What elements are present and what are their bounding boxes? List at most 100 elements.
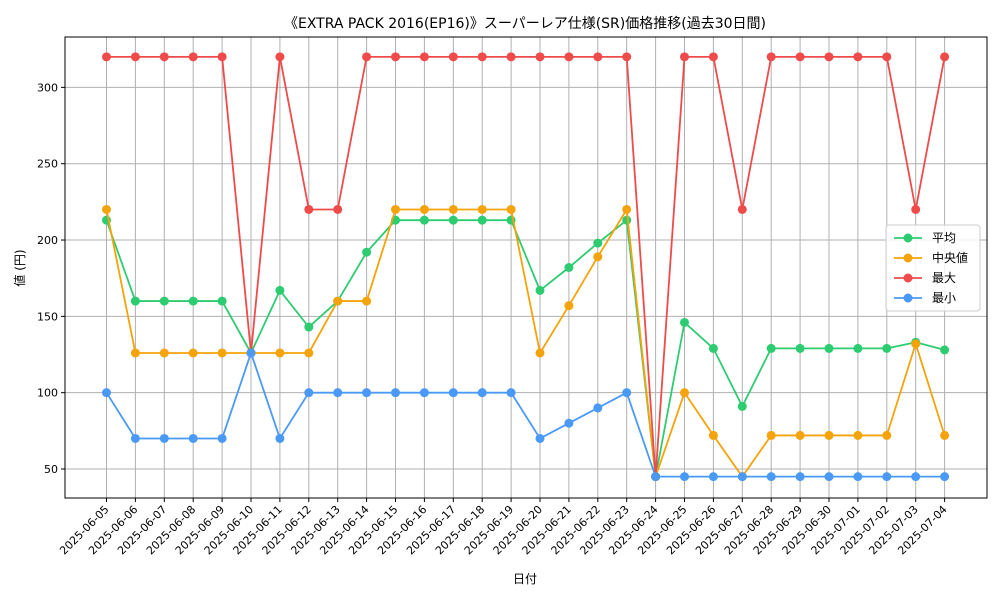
series-3 xyxy=(102,348,950,482)
data-point xyxy=(622,52,632,62)
data-point xyxy=(362,388,372,398)
data-point xyxy=(159,348,169,358)
plot-frame xyxy=(64,36,988,499)
data-point xyxy=(159,433,169,443)
data-point xyxy=(362,247,372,257)
data-point xyxy=(275,348,285,358)
data-point xyxy=(130,52,140,62)
data-point xyxy=(275,433,285,443)
legend-item: 平均 xyxy=(894,231,956,245)
y-tick-label: 250 xyxy=(37,158,58,171)
data-point xyxy=(419,215,429,225)
legend-label: 最大 xyxy=(932,271,956,285)
data-point xyxy=(882,430,892,440)
data-point xyxy=(853,343,863,353)
data-point xyxy=(448,52,458,62)
data-point xyxy=(535,348,545,358)
series-layer xyxy=(102,52,950,482)
data-point xyxy=(419,388,429,398)
data-point xyxy=(130,433,140,443)
data-point xyxy=(766,472,776,482)
data-point xyxy=(391,388,400,398)
data-point xyxy=(824,430,834,440)
data-point xyxy=(564,301,574,311)
data-point xyxy=(362,296,372,306)
data-point xyxy=(217,296,227,306)
data-point xyxy=(737,401,747,411)
x-axis-ticks: 2025-06-052025-06-062025-06-072025-06-08… xyxy=(57,498,950,557)
data-point xyxy=(448,215,458,225)
y-axis-ticks: 50 100 150 200 250 300 xyxy=(37,81,65,476)
data-point xyxy=(419,52,429,62)
data-point xyxy=(188,433,198,443)
data-point xyxy=(911,472,921,482)
y-axis-label: 値 (円) xyxy=(12,249,27,286)
data-point xyxy=(275,52,285,62)
legend-swatch-marker xyxy=(903,293,913,303)
data-point xyxy=(680,317,689,327)
data-point xyxy=(564,52,574,62)
legend-item: 最小 xyxy=(894,291,956,305)
data-point xyxy=(593,52,603,62)
data-point xyxy=(535,285,545,295)
x-axis-label: 日付 xyxy=(513,572,537,586)
data-point xyxy=(853,472,863,482)
data-point xyxy=(159,296,169,306)
series-0 xyxy=(102,215,950,482)
data-point xyxy=(477,388,487,398)
data-point xyxy=(304,204,314,214)
legend-item: 中央値 xyxy=(894,250,968,265)
data-point xyxy=(477,52,487,62)
data-point xyxy=(333,204,343,214)
data-point xyxy=(506,388,516,398)
y-tick-label: 150 xyxy=(37,310,58,323)
data-point xyxy=(448,388,458,398)
data-point xyxy=(853,430,863,440)
y-tick-label: 100 xyxy=(37,387,58,400)
data-point xyxy=(130,348,140,358)
data-point xyxy=(940,345,950,355)
legend-label: 平均 xyxy=(932,231,956,245)
series-line xyxy=(105,218,945,477)
series-line xyxy=(105,350,945,478)
data-point xyxy=(419,204,429,214)
data-point xyxy=(102,388,111,398)
data-point xyxy=(477,204,487,214)
data-point xyxy=(188,348,198,358)
data-point xyxy=(795,430,805,440)
data-point xyxy=(535,433,545,443)
data-point xyxy=(304,322,314,332)
data-point xyxy=(593,238,603,248)
data-point xyxy=(304,348,314,358)
data-point xyxy=(217,433,227,443)
data-point xyxy=(766,430,776,440)
data-point xyxy=(708,343,718,353)
data-point xyxy=(217,52,227,62)
data-point xyxy=(275,285,285,295)
data-point xyxy=(506,52,516,62)
data-point xyxy=(680,388,689,398)
y-tick-label: 200 xyxy=(37,234,58,247)
data-point xyxy=(448,204,458,214)
series-line xyxy=(106,55,946,477)
data-point xyxy=(853,52,863,62)
series-1 xyxy=(102,204,950,482)
data-point xyxy=(188,52,198,62)
data-point xyxy=(824,472,834,482)
data-point xyxy=(911,204,921,214)
data-point xyxy=(246,348,256,358)
data-point xyxy=(651,472,661,482)
data-point xyxy=(824,343,834,353)
data-point xyxy=(882,52,892,62)
data-point xyxy=(593,252,603,262)
data-point xyxy=(882,472,892,482)
data-point xyxy=(708,430,718,440)
data-point xyxy=(333,388,343,398)
y-tick-label: 300 xyxy=(37,81,58,94)
data-point xyxy=(362,52,372,62)
data-point xyxy=(766,52,776,62)
data-point xyxy=(911,339,921,349)
data-point xyxy=(708,52,718,62)
data-point xyxy=(795,343,805,353)
